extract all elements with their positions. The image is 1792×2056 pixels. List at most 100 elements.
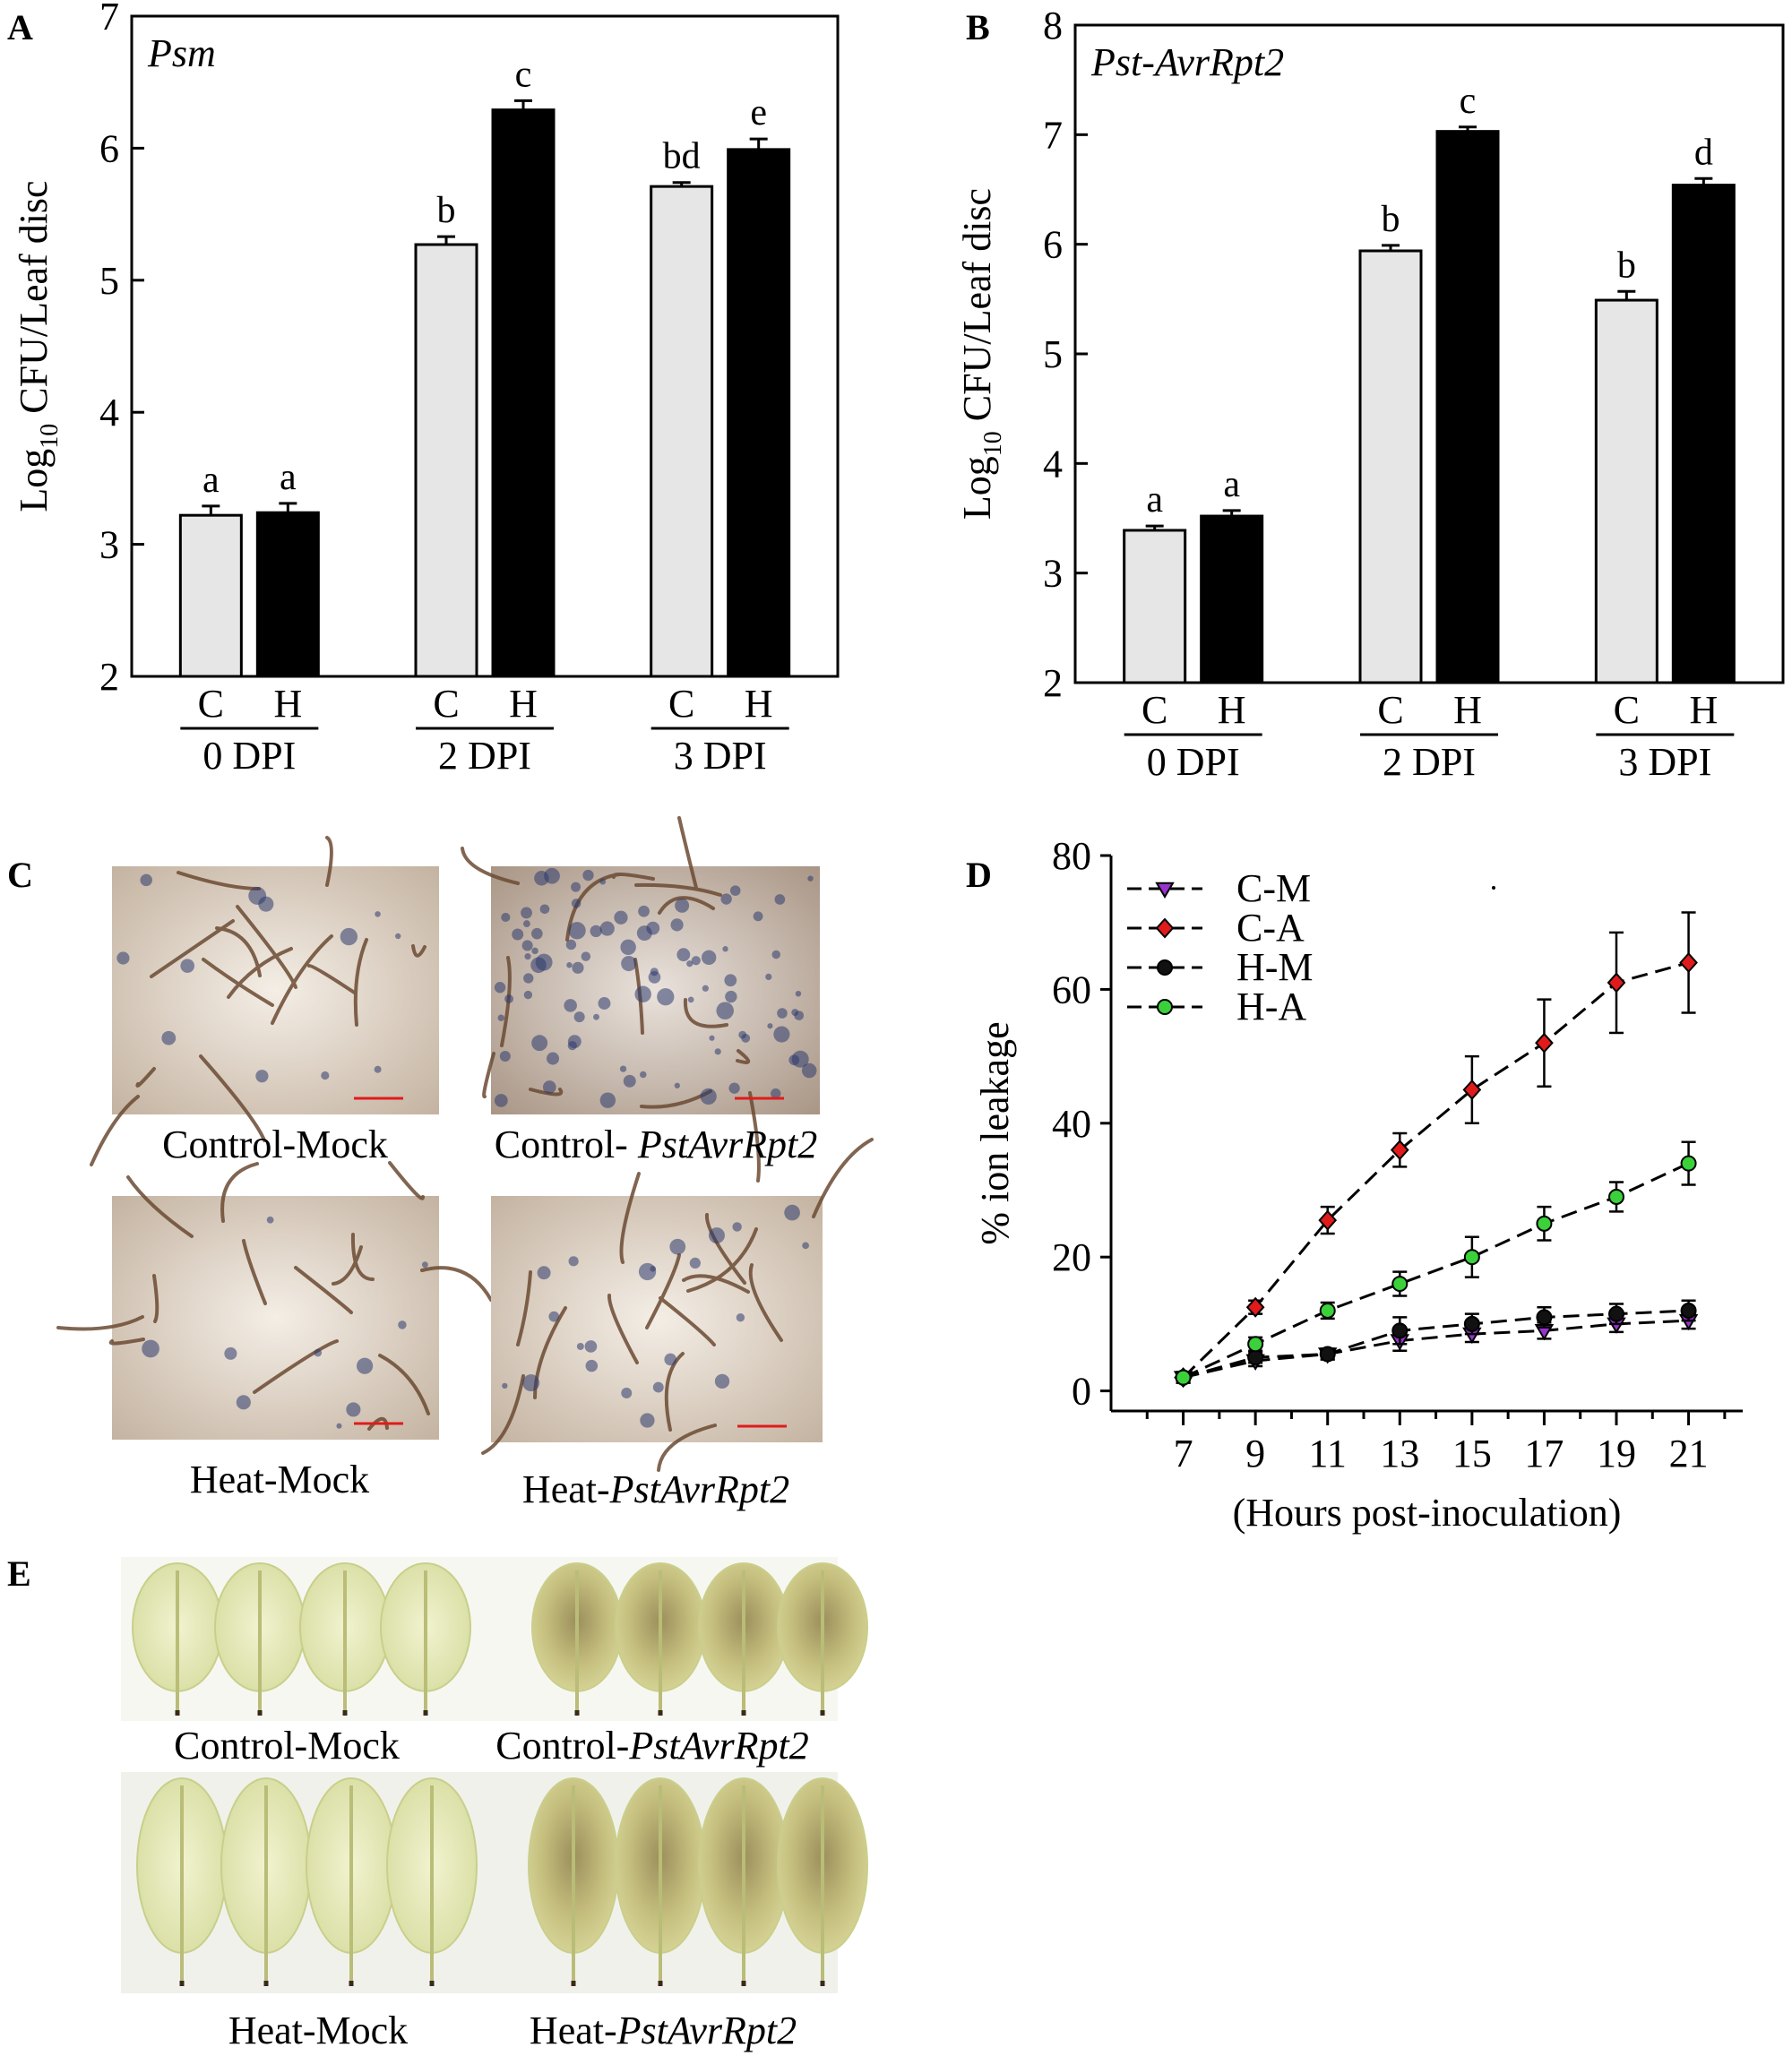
marker [1607, 972, 1626, 994]
stain-spot [675, 898, 690, 913]
bar [650, 185, 714, 678]
bar-label: H [1689, 688, 1718, 732]
stain-spot [674, 1082, 680, 1088]
x-axis-label: (Hours post-inoculation) [1233, 1491, 1622, 1535]
y-tick-label: 5 [99, 259, 119, 303]
micrograph [90, 836, 439, 1166]
panel-e: E Control-Mock Control-PstAvrRpt2Heat-Moc… [7, 1553, 868, 2052]
caption-plain: Control- [495, 1123, 638, 1166]
stain-spot [564, 999, 577, 1012]
legend-label: C-M [1236, 866, 1311, 910]
stain-spot [571, 899, 582, 908]
stain-spot [375, 911, 381, 917]
significance-letter: a [1223, 464, 1240, 505]
y-tick-label: 3 [1043, 552, 1063, 596]
stain-spot [691, 956, 701, 966]
vein-network [56, 1161, 493, 1431]
stain-spot [565, 939, 577, 951]
y-tick-label: 3 [99, 523, 119, 567]
bar-label: H [745, 682, 773, 726]
significance-letter: e [750, 92, 767, 133]
stain-spot [634, 985, 651, 1002]
leaf [386, 1777, 478, 1986]
stain-spot [421, 1261, 428, 1269]
bar-label: C [668, 682, 694, 726]
micrograph-caption: Control-Mock [162, 1123, 388, 1166]
micrograph [461, 816, 820, 1183]
group-label: 3 DPI [674, 734, 767, 778]
stain-spot [573, 1011, 585, 1023]
stain-spot [702, 985, 709, 992]
micrograph-background [112, 1196, 439, 1440]
stain-spot [584, 1340, 598, 1353]
leaf-caption: Control-PstAvrRpt2 [495, 1724, 809, 1768]
stain-spot [571, 882, 582, 892]
legend-label: C-A [1236, 906, 1305, 950]
significance-letter: d [1694, 132, 1713, 173]
bar-label: C [433, 682, 459, 726]
stain-spot [522, 1374, 540, 1392]
y-tick-label: 40 [1052, 1102, 1091, 1146]
bar [1200, 514, 1264, 684]
y-tick-label: 0 [1072, 1370, 1091, 1414]
stain-spot [807, 875, 814, 882]
group-label: 2 DPI [1383, 740, 1476, 784]
significance-letter: bd [663, 136, 701, 177]
stain-spot [255, 1070, 269, 1083]
bar [1594, 298, 1658, 684]
stain-spot [585, 1359, 599, 1372]
caption-plain: Heat- [530, 2009, 617, 2052]
stain-spot [140, 873, 152, 887]
panel-d: D 0 20 40 60 80 7 9 11 13 15 17 19 21 (Hours post-ino… [966, 834, 1743, 1535]
stain-spot [774, 894, 786, 905]
panel-a: A 2 3 4 5 6 7 Log10 CFU/Leaf disc Psm a Ca H 0 DPI b… [7, 0, 840, 778]
bar [727, 148, 791, 678]
stain-spot [572, 961, 584, 974]
stain-spot [501, 912, 511, 923]
panel-letter-c: C [7, 855, 33, 895]
stain-spot [716, 1002, 734, 1019]
line-chart-d: 0 20 40 60 80 7 9 11 13 15 17 19 21 (Hours post-inocu… [973, 834, 1743, 1535]
marker [1247, 1349, 1264, 1366]
plot-frame [130, 14, 840, 678]
marker [1157, 959, 1173, 976]
y-axis-label-rest: CFU/Leaf disc [955, 188, 999, 431]
stain-spot [346, 1402, 361, 1417]
stain-spot [791, 1009, 799, 1017]
vein-network [90, 836, 426, 1166]
stain-spot [614, 910, 628, 925]
marker [1319, 1346, 1336, 1363]
caption-plain: Control-Mock [162, 1123, 388, 1166]
stain-spot [636, 925, 652, 942]
marker [1680, 1155, 1697, 1172]
stain-spot [795, 990, 802, 997]
stain-spot [621, 1388, 633, 1398]
caption-plain: Heat-Mock [190, 1458, 369, 1501]
marker [1390, 1140, 1409, 1161]
x-tick-label: 17 [1524, 1432, 1564, 1475]
panel-c: C Control-Mock Control- PstAvrRpt2 Heat-Mo… [7, 816, 874, 1511]
stain-spot [687, 996, 694, 1003]
stain-spot [736, 1313, 745, 1322]
stain-spot [522, 920, 530, 928]
y-tick-label: 7 [1043, 113, 1063, 157]
stain-spot [784, 1204, 800, 1221]
stain-spot [531, 1035, 548, 1052]
micrograph-background [112, 866, 439, 1114]
stain-spot [340, 927, 358, 946]
legend-label: H-M [1236, 945, 1314, 989]
significance-letter: a [1146, 479, 1163, 520]
stain-spot [599, 878, 607, 885]
micrograph-grid: Control-Mock Control- PstAvrRpt2 Heat-Mock… [56, 816, 874, 1511]
leaf [136, 1777, 228, 1986]
caption-italic: PstAvrRpt2 [637, 1123, 817, 1166]
stain-spot [722, 946, 728, 952]
y-tick-label: 60 [1052, 968, 1091, 1011]
stain-spot [539, 904, 550, 915]
stain-spot [161, 1030, 177, 1045]
stain-spot [535, 953, 553, 971]
marker [1462, 1079, 1482, 1100]
marker [1247, 1336, 1264, 1353]
bar [1123, 529, 1187, 684]
stain-spot [531, 927, 543, 940]
